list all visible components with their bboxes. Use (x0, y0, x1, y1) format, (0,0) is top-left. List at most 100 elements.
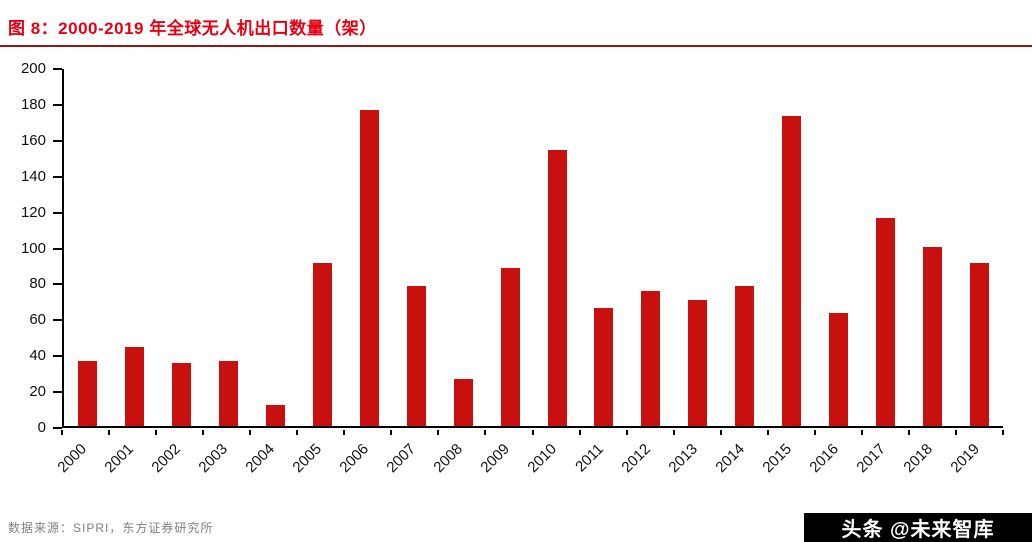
bar-slot (205, 69, 252, 426)
bar-2019 (970, 262, 990, 426)
x-axis: 2000 2001 2002 2003 2004 2005 2006 2007 2008 2009… (54, 430, 1004, 488)
x-tick-mark (484, 430, 487, 435)
y-tick-label: 0 (37, 419, 46, 436)
x-tick-label: 2008 (430, 440, 466, 477)
bar-2017 (876, 217, 896, 426)
bar-2015 (782, 115, 802, 426)
x-tick-mark (719, 430, 722, 435)
x-tick-label: 2016 (806, 440, 843, 477)
bar-slot (956, 69, 1003, 426)
y-tick-label: 140 (20, 167, 46, 185)
y-tick-label: 100 (20, 239, 46, 257)
x-tick-mark (531, 430, 534, 435)
bar-2004 (265, 404, 285, 426)
x-tick-mark (860, 430, 863, 435)
x-tick-label: 2003 (195, 440, 231, 477)
x-tick-label: 2009 (477, 440, 513, 477)
y-tick-mark (53, 68, 62, 70)
bar-2012 (641, 291, 661, 426)
x-tick-mark (155, 430, 158, 435)
bar-slot (768, 69, 815, 426)
x-tick-mark (249, 430, 252, 435)
source-note: 数据来源：SIPRI，东方证券研究所 (8, 521, 214, 535)
y-axis: 0 20 40 60 80 100 120 140 160 180 200 (0, 60, 62, 436)
bar-2011 (594, 307, 614, 426)
title-divider (0, 45, 1032, 47)
x-tick-mark (296, 430, 299, 435)
chart-title: 图 8：2000-2019 年全球无人机出口数量（架） (8, 19, 377, 38)
watermark-text: 头条 @未来智库 (841, 519, 995, 541)
bar-2002 (171, 363, 191, 426)
x-tick-label: 2014 (712, 440, 749, 477)
bar-slot (580, 69, 627, 426)
bar-2005 (312, 262, 332, 426)
x-tick-mark (1002, 430, 1004, 435)
bar-2013 (688, 300, 708, 426)
bar-2006 (359, 110, 379, 426)
x-tick-mark (202, 430, 205, 435)
y-tick-mark (53, 139, 62, 142)
x-tick-mark (954, 430, 957, 435)
bar-slot (909, 69, 956, 426)
bar-2007 (406, 286, 426, 426)
y-tick-mark (53, 283, 62, 286)
y-tick-label: 120 (20, 203, 46, 221)
bar-slot (862, 69, 909, 426)
x-tick-label: 2015 (759, 440, 796, 477)
y-tick-label: 200 (20, 60, 46, 77)
y-tick-mark (53, 427, 62, 429)
y-tick-label: 40 (29, 347, 46, 365)
x-tick-label: 2010 (524, 440, 561, 477)
x-tick-label: 2005 (289, 440, 325, 477)
bar-slot (627, 69, 674, 426)
bar-2003 (218, 361, 238, 426)
bar-2008 (453, 379, 473, 426)
plot-area (62, 69, 1003, 428)
x-tick-mark (578, 430, 581, 435)
bar-slot (393, 69, 440, 426)
bar-slot (721, 69, 768, 426)
x-tick-mark (766, 430, 769, 435)
y-tick-mark (53, 319, 62, 322)
y-tick-mark (53, 211, 62, 214)
x-tick-label: 2004 (242, 440, 278, 477)
x-tick-label: 2002 (148, 440, 184, 477)
bar-slot (534, 69, 581, 426)
x-tick-mark (390, 430, 393, 435)
x-tick-label: 2013 (665, 440, 702, 477)
bar-slot (440, 69, 487, 426)
bar-2000 (77, 361, 97, 426)
x-tick-label: 2018 (900, 440, 937, 477)
bar-slot (158, 69, 205, 426)
x-tick-label: 2000 (53, 440, 90, 477)
x-tick-mark (672, 430, 675, 435)
x-tick-mark (108, 430, 110, 435)
bar-slot (487, 69, 534, 426)
bar-slot (674, 69, 721, 426)
bar-slot (252, 69, 299, 426)
y-tick-label: 60 (29, 311, 46, 329)
x-tick-mark (625, 430, 628, 435)
x-tick-mark (907, 430, 910, 435)
x-tick-mark (343, 430, 346, 435)
x-tick-label: 2017 (853, 440, 890, 477)
x-tick-label: 2011 (572, 440, 608, 476)
bar-2009 (500, 268, 520, 426)
x-tick-label: 2012 (618, 440, 655, 477)
y-tick-mark (53, 103, 62, 106)
x-tick-mark (813, 430, 816, 435)
y-tick-mark (53, 175, 62, 178)
bar-slot (815, 69, 862, 426)
x-tick-label: 2001 (100, 440, 137, 477)
bar-2001 (124, 347, 144, 426)
y-tick-label: 180 (20, 95, 46, 113)
x-tick-label: 2006 (336, 440, 372, 477)
bar-2010 (547, 149, 567, 426)
bar-slot (299, 69, 346, 426)
bar-2016 (829, 312, 849, 426)
y-tick-label: 80 (29, 275, 46, 293)
x-tick-label: 2007 (383, 440, 419, 477)
bar-2018 (923, 246, 943, 426)
y-tick-label: 160 (20, 131, 46, 149)
